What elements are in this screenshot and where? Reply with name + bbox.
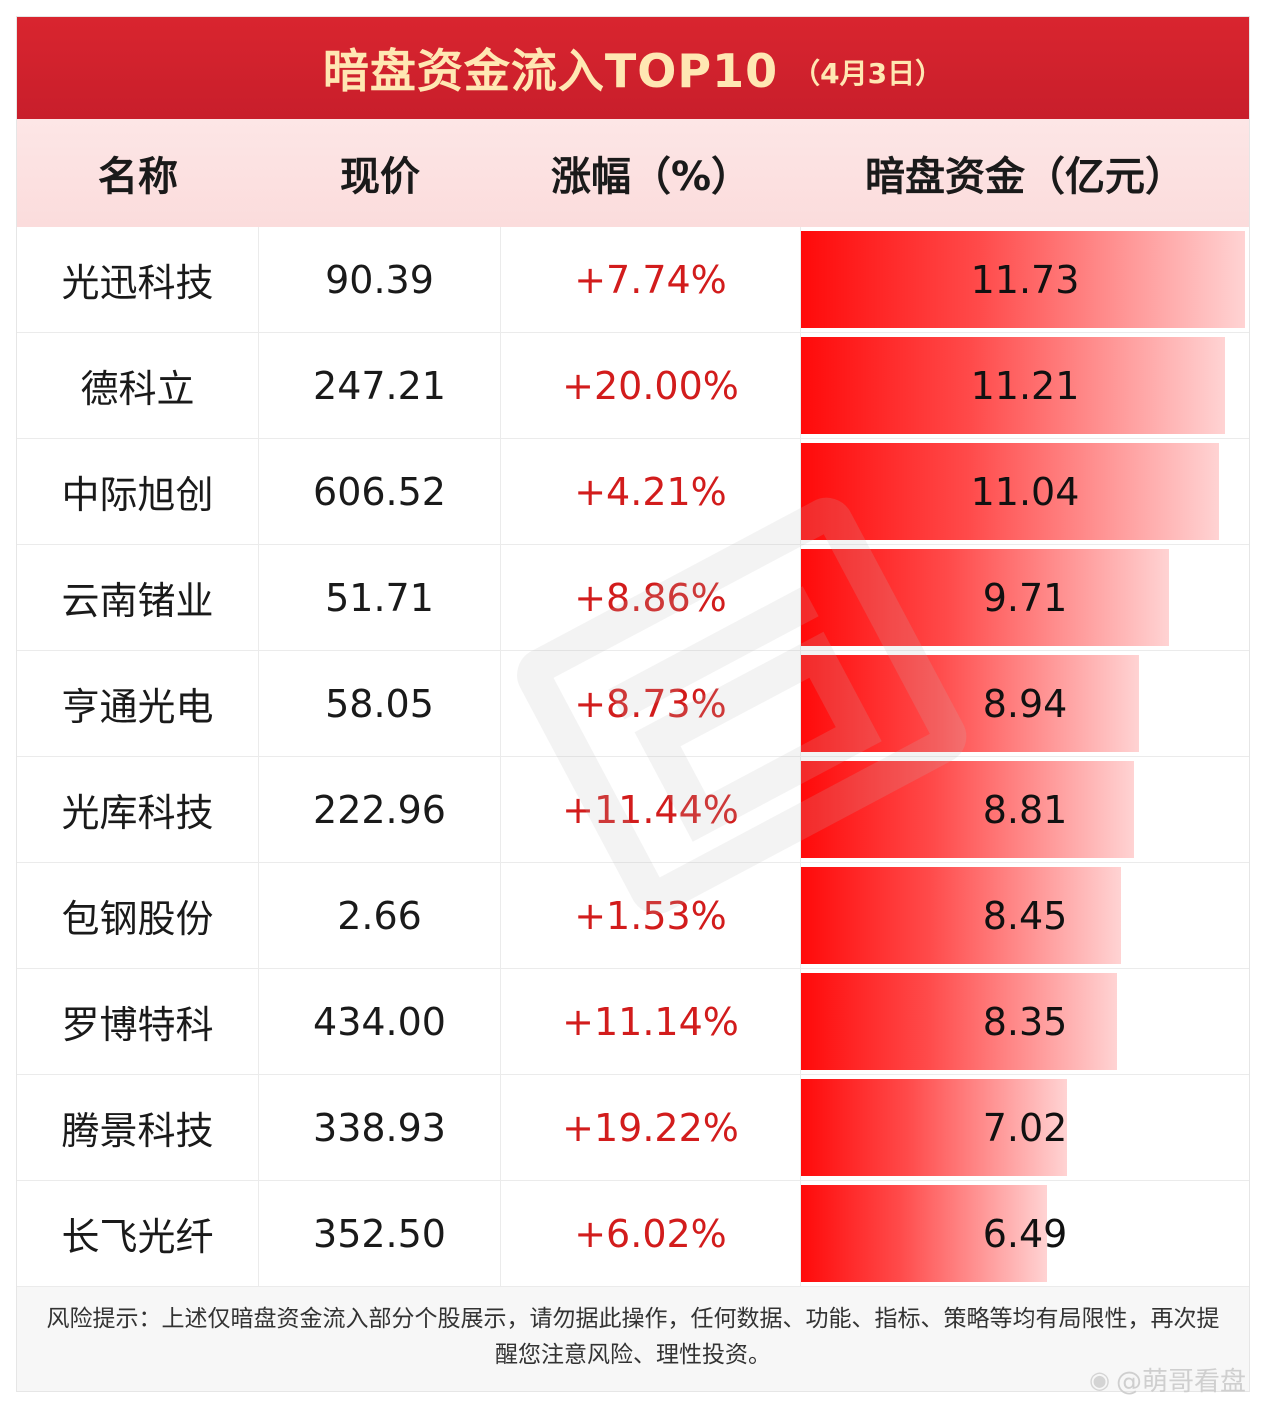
fund-value: 8.45 bbox=[982, 893, 1068, 938]
fund-bar bbox=[801, 231, 1245, 328]
fund-cell: 11.21 bbox=[801, 333, 1249, 438]
stock-name: 亨通光电 bbox=[17, 651, 259, 756]
stock-change: +8.73% bbox=[501, 651, 801, 756]
table-row: 亨通光电 58.05 +8.73% 8.94 bbox=[17, 651, 1249, 757]
fund-bar bbox=[801, 443, 1219, 540]
fund-cell: 8.45 bbox=[801, 863, 1249, 968]
fund-bar bbox=[801, 655, 1139, 752]
fund-value: 9.71 bbox=[982, 575, 1068, 620]
table-row: 德科立 247.21 +20.00% 11.21 bbox=[17, 333, 1249, 439]
stock-change: +6.02% bbox=[501, 1181, 801, 1286]
stock-change: +11.14% bbox=[501, 969, 801, 1074]
table-row: 罗博特科 434.00 +11.14% 8.35 bbox=[17, 969, 1249, 1075]
stock-name: 包钢股份 bbox=[17, 863, 259, 968]
stock-name: 光库科技 bbox=[17, 757, 259, 862]
fund-value: 8.81 bbox=[982, 787, 1068, 832]
weibo-icon: ◉ bbox=[1089, 1365, 1110, 1394]
table-body: 光迅科技 90.39 +7.74% 11.73 德科立 247.21 +20.00% 11.2… bbox=[17, 227, 1249, 1287]
stock-change: +19.22% bbox=[501, 1075, 801, 1180]
stock-name: 罗博特科 bbox=[17, 969, 259, 1074]
table-row: 中际旭创 606.52 +4.21% 11.04 bbox=[17, 439, 1249, 545]
table-row: 光迅科技 90.39 +7.74% 11.73 bbox=[17, 227, 1249, 333]
stock-price: 222.96 bbox=[259, 757, 501, 862]
header-change: 涨幅（%） bbox=[550, 154, 752, 200]
fund-bar bbox=[801, 973, 1117, 1070]
fund-value: 11.21 bbox=[970, 363, 1080, 408]
weibo-watermark: ◉ @萌哥看盘 bbox=[1089, 1361, 1246, 1398]
fund-bar bbox=[801, 549, 1169, 646]
stock-price: 338.93 bbox=[259, 1075, 501, 1180]
fund-bar bbox=[801, 1079, 1067, 1176]
title-bar: 暗盘资金流入TOP10 （4月3日） bbox=[17, 17, 1249, 119]
fund-value: 7.02 bbox=[982, 1105, 1068, 1150]
stock-name: 腾景科技 bbox=[17, 1075, 259, 1180]
stock-price: 90.39 bbox=[259, 227, 501, 332]
stock-change: +8.86% bbox=[501, 545, 801, 650]
stock-price: 51.71 bbox=[259, 545, 501, 650]
stock-price: 606.52 bbox=[259, 439, 501, 544]
fund-cell: 9.71 bbox=[801, 545, 1249, 650]
header-fund: 暗盘资金（亿元） bbox=[865, 154, 1185, 200]
stock-price: 247.21 bbox=[259, 333, 501, 438]
stock-price: 434.00 bbox=[259, 969, 501, 1074]
fund-bar bbox=[801, 761, 1134, 858]
stock-change: +11.44% bbox=[501, 757, 801, 862]
weibo-handle: @萌哥看盘 bbox=[1115, 1367, 1246, 1397]
table-row: 长飞光纤 352.50 +6.02% 6.49 bbox=[17, 1181, 1249, 1287]
header-name: 名称 bbox=[98, 154, 178, 200]
fund-cell: 8.94 bbox=[801, 651, 1249, 756]
table-row: 光库科技 222.96 +11.44% 8.81 bbox=[17, 757, 1249, 863]
fund-bar bbox=[801, 1185, 1047, 1282]
stock-name: 云南锗业 bbox=[17, 545, 259, 650]
footer: 风险提示：上述仅暗盘资金流入部分个股展示，请勿据此操作，任何数据、功能、指标、策… bbox=[17, 1287, 1249, 1391]
fund-cell: 8.35 bbox=[801, 969, 1249, 1074]
stock-change: +7.74% bbox=[501, 227, 801, 332]
fund-cell: 7.02 bbox=[801, 1075, 1249, 1180]
stock-price: 2.66 bbox=[259, 863, 501, 968]
fund-cell: 6.49 bbox=[801, 1181, 1249, 1286]
stock-change: +20.00% bbox=[501, 333, 801, 438]
fund-cell: 11.04 bbox=[801, 439, 1249, 544]
fund-value: 8.35 bbox=[982, 999, 1068, 1044]
page-title: 暗盘资金流入TOP10 bbox=[322, 44, 779, 98]
header-price: 现价 bbox=[340, 154, 420, 200]
fund-value: 11.04 bbox=[970, 469, 1080, 514]
fund-value: 8.94 bbox=[982, 681, 1068, 726]
fund-value: 11.73 bbox=[970, 257, 1080, 302]
title-date: （4月3日） bbox=[792, 57, 944, 90]
table-row: 云南锗业 51.71 +8.86% 9.71 bbox=[17, 545, 1249, 651]
table-row: 包钢股份 2.66 +1.53% 8.45 bbox=[17, 863, 1249, 969]
table-card: 暗盘资金流入TOP10 （4月3日） 名称 现价 涨幅（%） 暗盘资金（亿元） … bbox=[16, 16, 1250, 1392]
table-header: 名称 现价 涨幅（%） 暗盘资金（亿元） bbox=[17, 119, 1249, 227]
fund-cell: 11.73 bbox=[801, 227, 1249, 332]
fund-value: 6.49 bbox=[982, 1211, 1068, 1256]
stock-name: 光迅科技 bbox=[17, 227, 259, 332]
stock-change: +1.53% bbox=[501, 863, 801, 968]
table-row: 腾景科技 338.93 +19.22% 7.02 bbox=[17, 1075, 1249, 1181]
stock-name: 德科立 bbox=[17, 333, 259, 438]
risk-disclaimer: 风险提示：上述仅暗盘资金流入部分个股展示，请勿据此操作，任何数据、功能、指标、策… bbox=[46, 1306, 1220, 1368]
fund-bar bbox=[801, 867, 1121, 964]
stock-change: +4.21% bbox=[501, 439, 801, 544]
stock-name: 长飞光纤 bbox=[17, 1181, 259, 1286]
fund-bar bbox=[801, 337, 1225, 434]
stock-price: 58.05 bbox=[259, 651, 501, 756]
stock-price: 352.50 bbox=[259, 1181, 501, 1286]
fund-cell: 8.81 bbox=[801, 757, 1249, 862]
stock-name: 中际旭创 bbox=[17, 439, 259, 544]
